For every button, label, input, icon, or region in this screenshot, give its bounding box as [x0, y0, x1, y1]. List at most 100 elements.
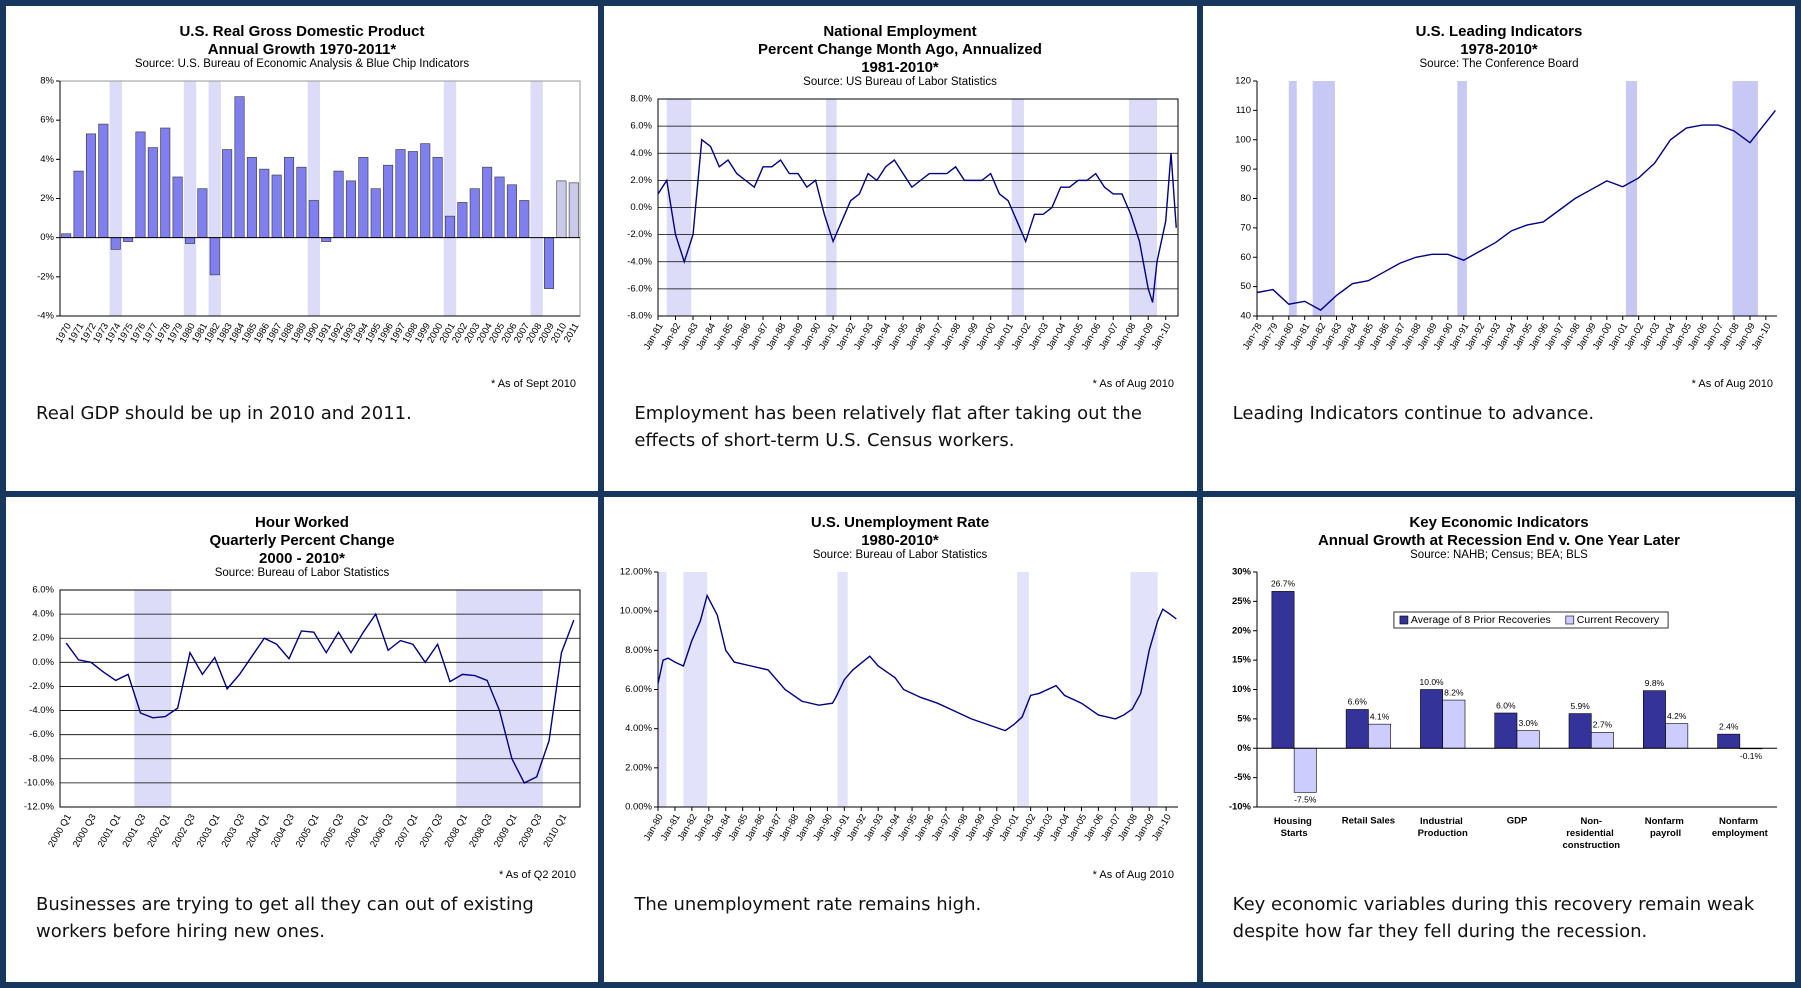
x-tick-label: 2003 Q3: [220, 812, 248, 849]
value-label: 10.0%: [1419, 677, 1444, 687]
caption: Key economic variables during this recov…: [1232, 894, 1755, 942]
bar: [98, 123, 109, 238]
y-tick-label: 25%: [1232, 596, 1252, 607]
bar: [246, 157, 257, 238]
value-label: 2.4%: [1719, 721, 1739, 731]
bar: [197, 188, 208, 238]
x-tick-label: GDP: [1506, 816, 1527, 827]
x-tick-label: Nonfarm payroll: [1644, 816, 1686, 839]
y-tick-label: -5%: [1234, 772, 1251, 783]
x-tick-label: Industrial Production: [1417, 816, 1467, 839]
value-label: 5.9%: [1570, 701, 1590, 711]
chart-title: National Employment: [824, 23, 977, 40]
y-tick-label: 60: [1240, 252, 1251, 263]
line: [65, 612, 575, 784]
x-tick-label: 2006 Q3: [368, 812, 396, 849]
y-tick-label: 4.0%: [631, 148, 653, 159]
panel: Hour Worked Quarterly Percent Change 2000 …: [6, 497, 599, 982]
bar: [308, 200, 319, 238]
y-tick-label: 0.0%: [631, 202, 653, 213]
bar: [383, 164, 394, 238]
recession-band: [183, 81, 197, 316]
x-tick-label: 2009 Q1: [492, 812, 520, 849]
bar: [432, 157, 443, 238]
y-tick-label: 0.00%: [625, 802, 652, 813]
recession-band: [1130, 572, 1159, 807]
panel: U.S. Leading Indicators 1978-2010* Source:…: [1202, 6, 1795, 491]
x-tick-label: 2003 Q1: [195, 812, 223, 849]
x-tick-label: 2000 Q3: [71, 812, 99, 849]
bar: [358, 157, 369, 238]
y-tick-label: 4%: [40, 154, 54, 165]
y-tick-label: 100: [1235, 134, 1251, 145]
bar: [544, 237, 555, 289]
y-tick-label: 6.0%: [631, 121, 653, 132]
value-label: 6.6%: [1347, 697, 1367, 707]
bar: [1442, 699, 1465, 749]
x-tick-label: 2005 Q3: [319, 812, 347, 849]
legend-swatch: [1399, 615, 1408, 625]
recession-band: [134, 590, 172, 807]
x-tick-label: 2004 Q1: [244, 812, 272, 849]
recession-band: [1312, 81, 1335, 316]
chart-title: 2000 - 2010*: [259, 550, 345, 567]
recession-band: [530, 81, 543, 316]
recession-band: [456, 590, 543, 807]
y-tick-label: 0.0%: [32, 657, 54, 668]
bar: [482, 166, 493, 238]
x-tick-label: 2000 Q1: [46, 812, 74, 849]
chart-title: Key Economic Indicators: [1409, 514, 1588, 531]
bar: [1590, 732, 1614, 749]
bar: [1716, 733, 1740, 749]
recession-band: [1457, 81, 1467, 316]
bar: [160, 127, 171, 238]
bar: [1642, 690, 1666, 749]
bar: [494, 176, 505, 238]
value-label: 4.1%: [1370, 711, 1390, 721]
chart-subtitle: Source: Bureau of Labor Statistics: [215, 567, 390, 579]
x-tick-label: 2009 Q3: [517, 812, 545, 849]
legend: Average of 8 Prior Recoveries Current Rec…: [1393, 611, 1669, 629]
y-tick-label: 0%: [40, 232, 54, 243]
chart-title: U.S. Real Gross Domestic Product: [179, 23, 424, 40]
y-tick-label: 30%: [1232, 567, 1252, 578]
legend-swatch: [1565, 615, 1574, 625]
x-tick-label: 2007 Q3: [418, 812, 446, 849]
legend-label: Current Recovery: [1576, 614, 1659, 626]
x-tick-label: 2005 Q1: [294, 812, 322, 849]
footnote: * As of Q2 2010: [499, 869, 576, 881]
x-tick-label: 2008 Q3: [467, 812, 495, 849]
caption: The unemployment rate remains high.: [634, 894, 982, 915]
bar: [172, 176, 183, 238]
line: [657, 593, 1178, 732]
y-tick-label: -8.0%: [628, 311, 653, 322]
value-label: -0.1%: [1740, 751, 1763, 761]
x-tick-label: 2008 Q1: [442, 812, 470, 849]
panel: U.S. Real Gross Domestic Product Annual G…: [6, 6, 599, 491]
y-tick-label: 2%: [40, 193, 54, 204]
y-tick-label: 70: [1240, 222, 1251, 233]
x-tick-label: 2007 Q1: [393, 812, 421, 849]
y-tick-label: 50: [1240, 281, 1251, 292]
bar: [556, 180, 567, 238]
bar: [457, 202, 468, 238]
y-tick-label: 40: [1240, 311, 1251, 322]
chart: U.S. Leading Indicators1978-2010*Source:…: [1235, 23, 1777, 390]
recession-band: [1625, 81, 1637, 316]
bar: [184, 237, 196, 244]
bar: [85, 133, 96, 238]
x-tick-label: Retail Sales: [1341, 816, 1394, 827]
bar: [333, 170, 344, 238]
bar: [506, 184, 517, 238]
y-tick-label: 4.0%: [32, 609, 54, 620]
bar: [209, 237, 220, 276]
bar: [110, 237, 121, 250]
footnote: * As of Aug 2010: [1093, 378, 1174, 390]
bar: [1271, 591, 1295, 749]
y-tick-label: -8.0%: [29, 753, 54, 764]
footnote: * As of Aug 2010: [1691, 378, 1772, 390]
bar: [420, 143, 431, 238]
y-tick-label: -12.0%: [24, 802, 55, 813]
